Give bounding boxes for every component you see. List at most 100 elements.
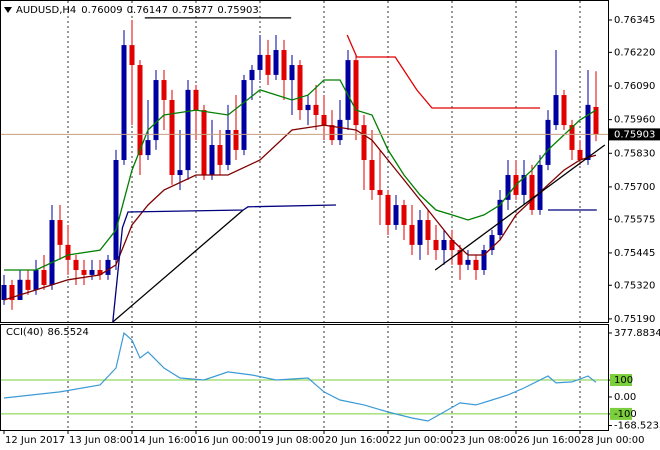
candle-body (321, 114, 327, 126)
candle-body (313, 104, 319, 115)
candle-body (385, 194, 391, 225)
cci-title: CCI(40) (6, 327, 44, 338)
candle-body (289, 65, 295, 81)
y-tick-label: 0.76220 (614, 47, 655, 58)
candle-body (537, 164, 543, 210)
indicator-line (112, 209, 244, 322)
candle-body (105, 259, 111, 275)
price-label-box (608, 128, 660, 141)
y-tick-label: 377.8834 (614, 328, 660, 339)
candle-body (137, 65, 143, 156)
candle-body (1, 284, 7, 301)
indicator-line (3, 124, 597, 301)
candle-body (209, 144, 215, 176)
candle-body (377, 190, 383, 195)
candle-body (169, 99, 175, 176)
candle-body (193, 89, 199, 111)
candle-body (425, 220, 431, 240)
candle-body (457, 250, 463, 265)
main-panel-border (0, 0, 609, 323)
y-tick-label: 100 (614, 375, 633, 386)
x-tick-label: 19 Jun 08:00 (261, 435, 325, 446)
candle-body (433, 239, 439, 251)
y-tick-label: 0.75830 (614, 148, 655, 159)
candle-body (409, 224, 415, 245)
candle-body (73, 259, 79, 270)
candle-body (521, 175, 527, 195)
candle-body (569, 125, 575, 150)
y-tick-label: 0.75445 (614, 248, 655, 259)
candle-body (337, 119, 343, 141)
candle-body (305, 104, 311, 111)
indicator-line (346, 34, 540, 109)
candle-body (481, 250, 487, 270)
y-tick-label: 0.75960 (614, 115, 655, 126)
candle-body (505, 175, 511, 200)
x-tick-label: 22 Jun 00:00 (389, 435, 453, 446)
candle-body (65, 244, 71, 260)
candle-body (401, 205, 407, 225)
close-value: 0.75903 (217, 5, 258, 16)
candle-body (265, 54, 271, 75)
open-value: 0.76009 (81, 5, 122, 16)
candle-body (81, 269, 87, 275)
candle-body (9, 284, 15, 301)
candle-body (361, 125, 367, 161)
candle-body (177, 170, 183, 176)
x-tick-label: 16 Jun 00:00 (197, 435, 261, 446)
candle-body (353, 60, 359, 126)
candle-body (329, 125, 335, 141)
x-tick-label: 13 Jun 08:00 (69, 435, 133, 446)
cci-header: CCI(40) 86.5524 (6, 327, 89, 338)
chart-header: AUDUSD,H4 0.76009 0.76147 0.75877 0.75903 (16, 5, 259, 16)
candle-body (297, 65, 303, 111)
candle-body (33, 269, 39, 290)
candle-body (281, 50, 287, 81)
plot-area (1, 17, 606, 322)
candle-body (121, 45, 127, 161)
candle-body (201, 110, 207, 176)
candle-body (145, 140, 151, 156)
candle-body (129, 45, 135, 66)
candle-body (161, 80, 167, 100)
x-tick-label: 20 Jun 16:00 (325, 435, 389, 446)
candle-body (585, 104, 591, 161)
candle-body (369, 160, 375, 191)
candle-body (593, 106, 599, 135)
low-value: 0.75877 (172, 5, 213, 16)
candle-body (217, 144, 223, 165)
candle-body (529, 175, 535, 210)
candle-body (17, 279, 23, 301)
candle-body (273, 50, 279, 75)
candle-body (97, 269, 103, 275)
candle-body (57, 220, 63, 245)
indicator-line (4, 79, 597, 271)
y-tick-label: 0.75575 (614, 214, 655, 225)
candle-body (257, 54, 263, 70)
y-tick-label: 0.76090 (614, 81, 655, 92)
level-label-box (610, 374, 632, 387)
candle-body (545, 119, 551, 165)
level-label-box (610, 407, 632, 420)
candle-body (473, 259, 479, 270)
price-label: 0.75903 (614, 129, 655, 140)
candle-body (241, 80, 247, 150)
x-tick-label: 26 Jun 16:00 (517, 435, 581, 446)
candle-body (89, 269, 95, 275)
y-tick-label: -168.5233 (614, 421, 660, 432)
candle-body (153, 80, 159, 141)
indicator-line (434, 144, 606, 271)
y-tick-label: 0.75320 (614, 280, 655, 291)
x-tick-label: 23 Jun 08:00 (453, 435, 517, 446)
x-tick-label: 12 Jun 2017 (5, 435, 65, 446)
candle-body (185, 89, 191, 171)
y-tick-label: 0.76345 (614, 15, 655, 26)
candle-body (449, 239, 455, 251)
y-tick-label: -100 (614, 409, 637, 420)
candle-body (233, 129, 239, 150)
candle-body (497, 199, 503, 236)
candle-body (113, 160, 119, 260)
candle-body (489, 235, 495, 251)
candle-body (465, 259, 471, 265)
